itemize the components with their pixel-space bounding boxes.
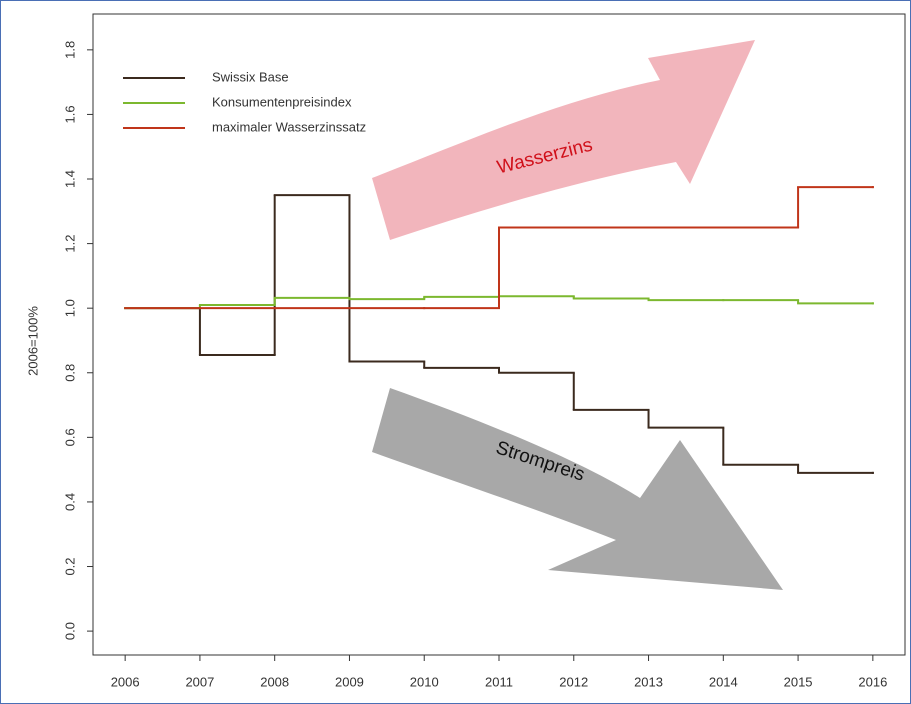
x-tick-label: 2014: [709, 674, 738, 689]
y-tick-label: 1.2: [62, 235, 77, 253]
x-tick-label: 2013: [634, 674, 663, 689]
legend-label: maximaler Wasserzinssatz: [212, 119, 366, 134]
y-tick-label: 0.6: [62, 428, 77, 446]
y-tick-label: 0.8: [62, 364, 77, 382]
plot-area: [92, 13, 906, 656]
y-tick-label: 0.0: [62, 622, 77, 640]
legend-label: Swissix Base: [212, 69, 289, 84]
x-tick-label: 2007: [185, 674, 214, 689]
x-tick-label: 2009: [335, 674, 364, 689]
legend-label: Konsumentenpreisindex: [212, 94, 352, 109]
x-tick-label: 2015: [784, 674, 813, 689]
x-tick-label: 2011: [485, 674, 513, 689]
y-axis-label: 2006=100%: [25, 306, 40, 376]
y-tick-label: 1.8: [62, 41, 77, 59]
arrow-down: [372, 388, 783, 590]
x-tick-label: 2012: [559, 674, 588, 689]
x-tick-label: 2016: [858, 674, 887, 689]
y-tick-label: 0.4: [62, 493, 77, 511]
x-tick-label: 2006: [111, 674, 140, 689]
y-tick-label: 1.4: [62, 170, 77, 188]
x-tick-label: 2010: [410, 674, 439, 689]
x-tick-label: 2008: [260, 674, 289, 689]
y-tick-label: 0.2: [62, 557, 77, 575]
y-tick-label: 1.6: [62, 105, 77, 123]
arrow-up: [372, 40, 755, 240]
y-tick-label: 1.0: [62, 299, 77, 317]
